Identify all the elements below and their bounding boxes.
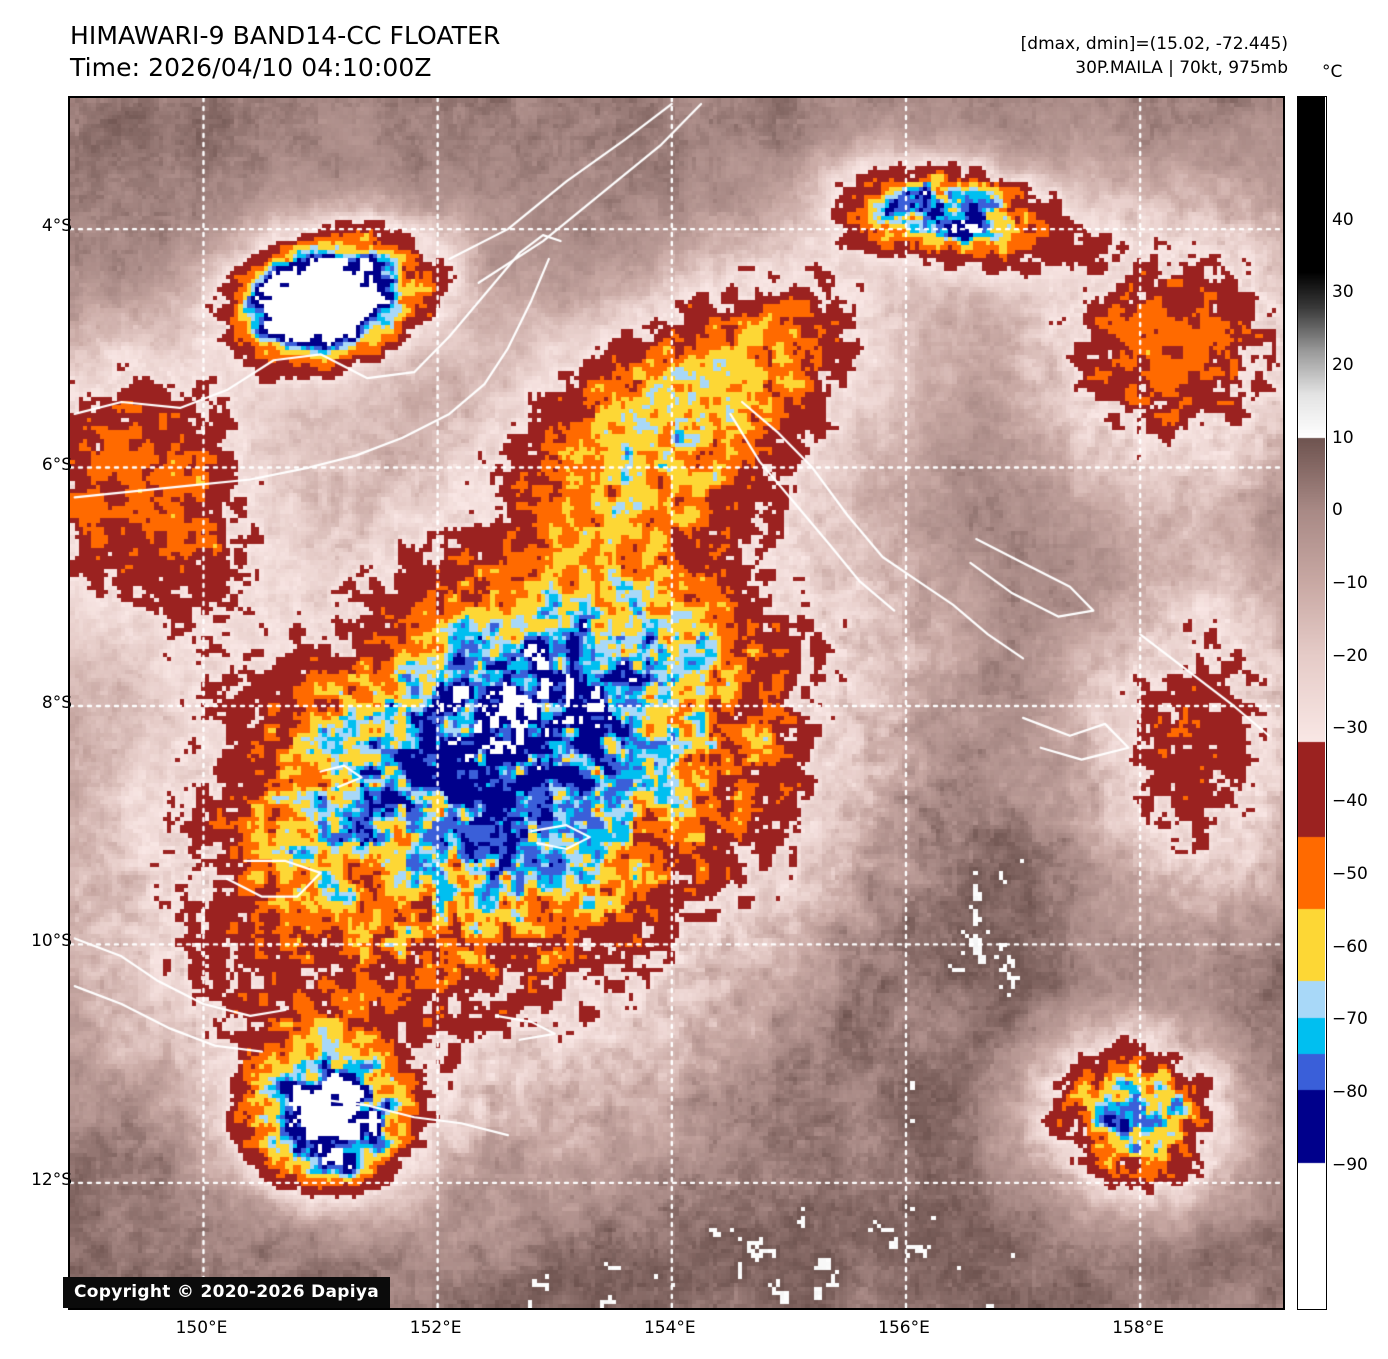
coastline-and-gridline-overlay	[70, 98, 1283, 1308]
colorbar-tick-10: −60	[1332, 936, 1368, 957]
colorbar-tick-5: −10	[1332, 573, 1368, 594]
lon-tick-4: 158°E	[1112, 1318, 1165, 1338]
colorbar-tick-7: −30	[1332, 718, 1368, 739]
lon-tick-2: 154°E	[643, 1318, 696, 1338]
colorbar-tick-0: 40	[1332, 209, 1354, 230]
lat-tick-4: 12°S	[31, 1169, 72, 1190]
lat-tick-1: 6°S	[41, 454, 72, 475]
lat-tick-2: 8°S	[41, 692, 72, 713]
storm-info-label: 30P.MAILA | 70kt, 975mb	[1075, 58, 1288, 78]
data-range-label: [dmax, dmin]=(15.02, -72.445)	[1020, 34, 1288, 54]
colorbar-tick-6: −20	[1332, 645, 1368, 666]
metadata-block: [dmax, dmin]=(15.02, -72.445) 30P.MAILA …	[1021, 32, 1288, 80]
lat-tick-0: 4°S	[41, 216, 72, 237]
satellite-map[interactable]	[68, 96, 1285, 1310]
colorbar-tick-4: 0	[1332, 500, 1343, 521]
temperature-colorbar	[1297, 96, 1327, 1310]
colorbar-gradient	[1298, 97, 1325, 1308]
colorbar-tick-1: 30	[1332, 282, 1354, 303]
colorbar-tick-12: −80	[1332, 1081, 1368, 1102]
colorbar-tick-3: 10	[1332, 427, 1354, 448]
colorbar-tick-2: 20	[1332, 354, 1354, 375]
colorbar-tick-8: −40	[1332, 791, 1368, 812]
colorbar-tick-13: −90	[1332, 1154, 1368, 1175]
colorbar-tick-9: −50	[1332, 863, 1368, 884]
colorbar-tick-11: −70	[1332, 1009, 1368, 1030]
lon-tick-3: 156°E	[878, 1318, 930, 1338]
colorbar-unit-label: °C	[1322, 62, 1343, 82]
observation-time: Time: 2026/04/10 04:10:00Z	[70, 53, 432, 82]
lon-tick-0: 150°E	[175, 1318, 228, 1338]
copyright-banner: Copyright © 2020-2026 Dapiya	[63, 1277, 390, 1308]
lon-tick-1: 152°E	[409, 1318, 462, 1338]
page-title: HIMAWARI-9 BAND14-CC FLOATER Time: 2026/…	[70, 20, 501, 84]
product-title: HIMAWARI-9 BAND14-CC FLOATER	[70, 21, 501, 50]
lat-tick-3: 10°S	[31, 931, 72, 952]
